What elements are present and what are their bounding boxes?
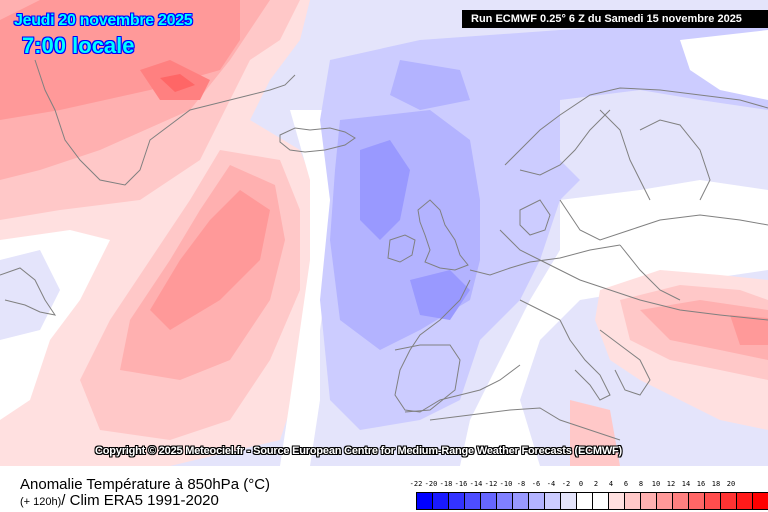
colorbar-label: 2	[593, 480, 599, 488]
valid-date: Jeudi 20 novembre 2025	[14, 12, 193, 29]
colorbar-label: -2	[561, 480, 571, 488]
forecast-lead-time: (+ 120h)	[20, 496, 62, 508]
colorbar-label: 16	[696, 480, 706, 488]
colorbar-swatch	[529, 493, 545, 509]
colorbar-label: 20	[726, 480, 736, 488]
colorbar-swatch	[673, 493, 689, 509]
anomaly-map	[0, 0, 768, 466]
colorbar-swatch	[737, 493, 753, 509]
colorbar-swatch	[625, 493, 641, 509]
colorbar-label: 18	[711, 480, 721, 488]
colorbar-swatch	[433, 493, 449, 509]
colorbar-swatch	[497, 493, 513, 509]
colorbar-swatch	[465, 493, 481, 509]
colorbar-label: -6	[531, 480, 541, 488]
colorbar-label: 10	[651, 480, 661, 488]
colorbar-label: -8	[516, 480, 526, 488]
colorbar-label: -18	[439, 480, 453, 488]
colorbar-swatch	[577, 493, 593, 509]
colorbar-swatch	[513, 493, 529, 509]
colorbar-swatch	[449, 493, 465, 509]
colorbar-label: 0	[578, 480, 584, 488]
colorbar-swatch	[753, 493, 768, 509]
colorbar-swatch	[705, 493, 721, 509]
colorbar-swatch	[417, 493, 433, 509]
colorbar-swatch	[721, 493, 737, 509]
colorbar-label: -10	[499, 480, 513, 488]
colorbar-swatch	[561, 493, 577, 509]
colorbar-label: -20	[424, 480, 438, 488]
colorbar-swatch	[545, 493, 561, 509]
colorbar-swatch	[689, 493, 705, 509]
run-info-banner: Run ECMWF 0.25° 6 Z du Samedi 15 novembr…	[462, 10, 768, 28]
map-subtitle: (+ 120h)/ Clim ERA5 1991-2020	[20, 492, 219, 509]
temperature-anomaly-field	[0, 0, 768, 466]
colorbar-label: -14	[469, 480, 483, 488]
colorbar-swatch	[657, 493, 673, 509]
colorbar-label: -4	[546, 480, 556, 488]
colorbar-labels: -22 -20 -18 -16 -14 -12 -10 -8 -6 -4 -2 …	[409, 480, 753, 490]
colorbar-label: 4	[608, 480, 614, 488]
climatology-reference: / Clim ERA5 1991-2020	[61, 492, 219, 509]
copyright-notice: Copyright © 2025 Meteociel.fr - Source E…	[95, 445, 622, 457]
colorbar-label: 12	[666, 480, 676, 488]
colorbar-label: 14	[681, 480, 691, 488]
valid-time: 7:00 locale	[22, 33, 135, 58]
colorbar-label: 6	[623, 480, 629, 488]
colorbar	[416, 492, 768, 510]
colorbar-label: -22	[409, 480, 423, 488]
colorbar-label: -16	[454, 480, 468, 488]
map-title: Anomalie Température à 850hPa (°C)	[20, 476, 271, 493]
colorbar-label: -12	[484, 480, 498, 488]
colorbar-swatch	[593, 493, 609, 509]
colorbar-label: 8	[638, 480, 644, 488]
colorbar-swatch	[641, 493, 657, 509]
colorbar-swatch	[609, 493, 625, 509]
colorbar-swatch	[481, 493, 497, 509]
